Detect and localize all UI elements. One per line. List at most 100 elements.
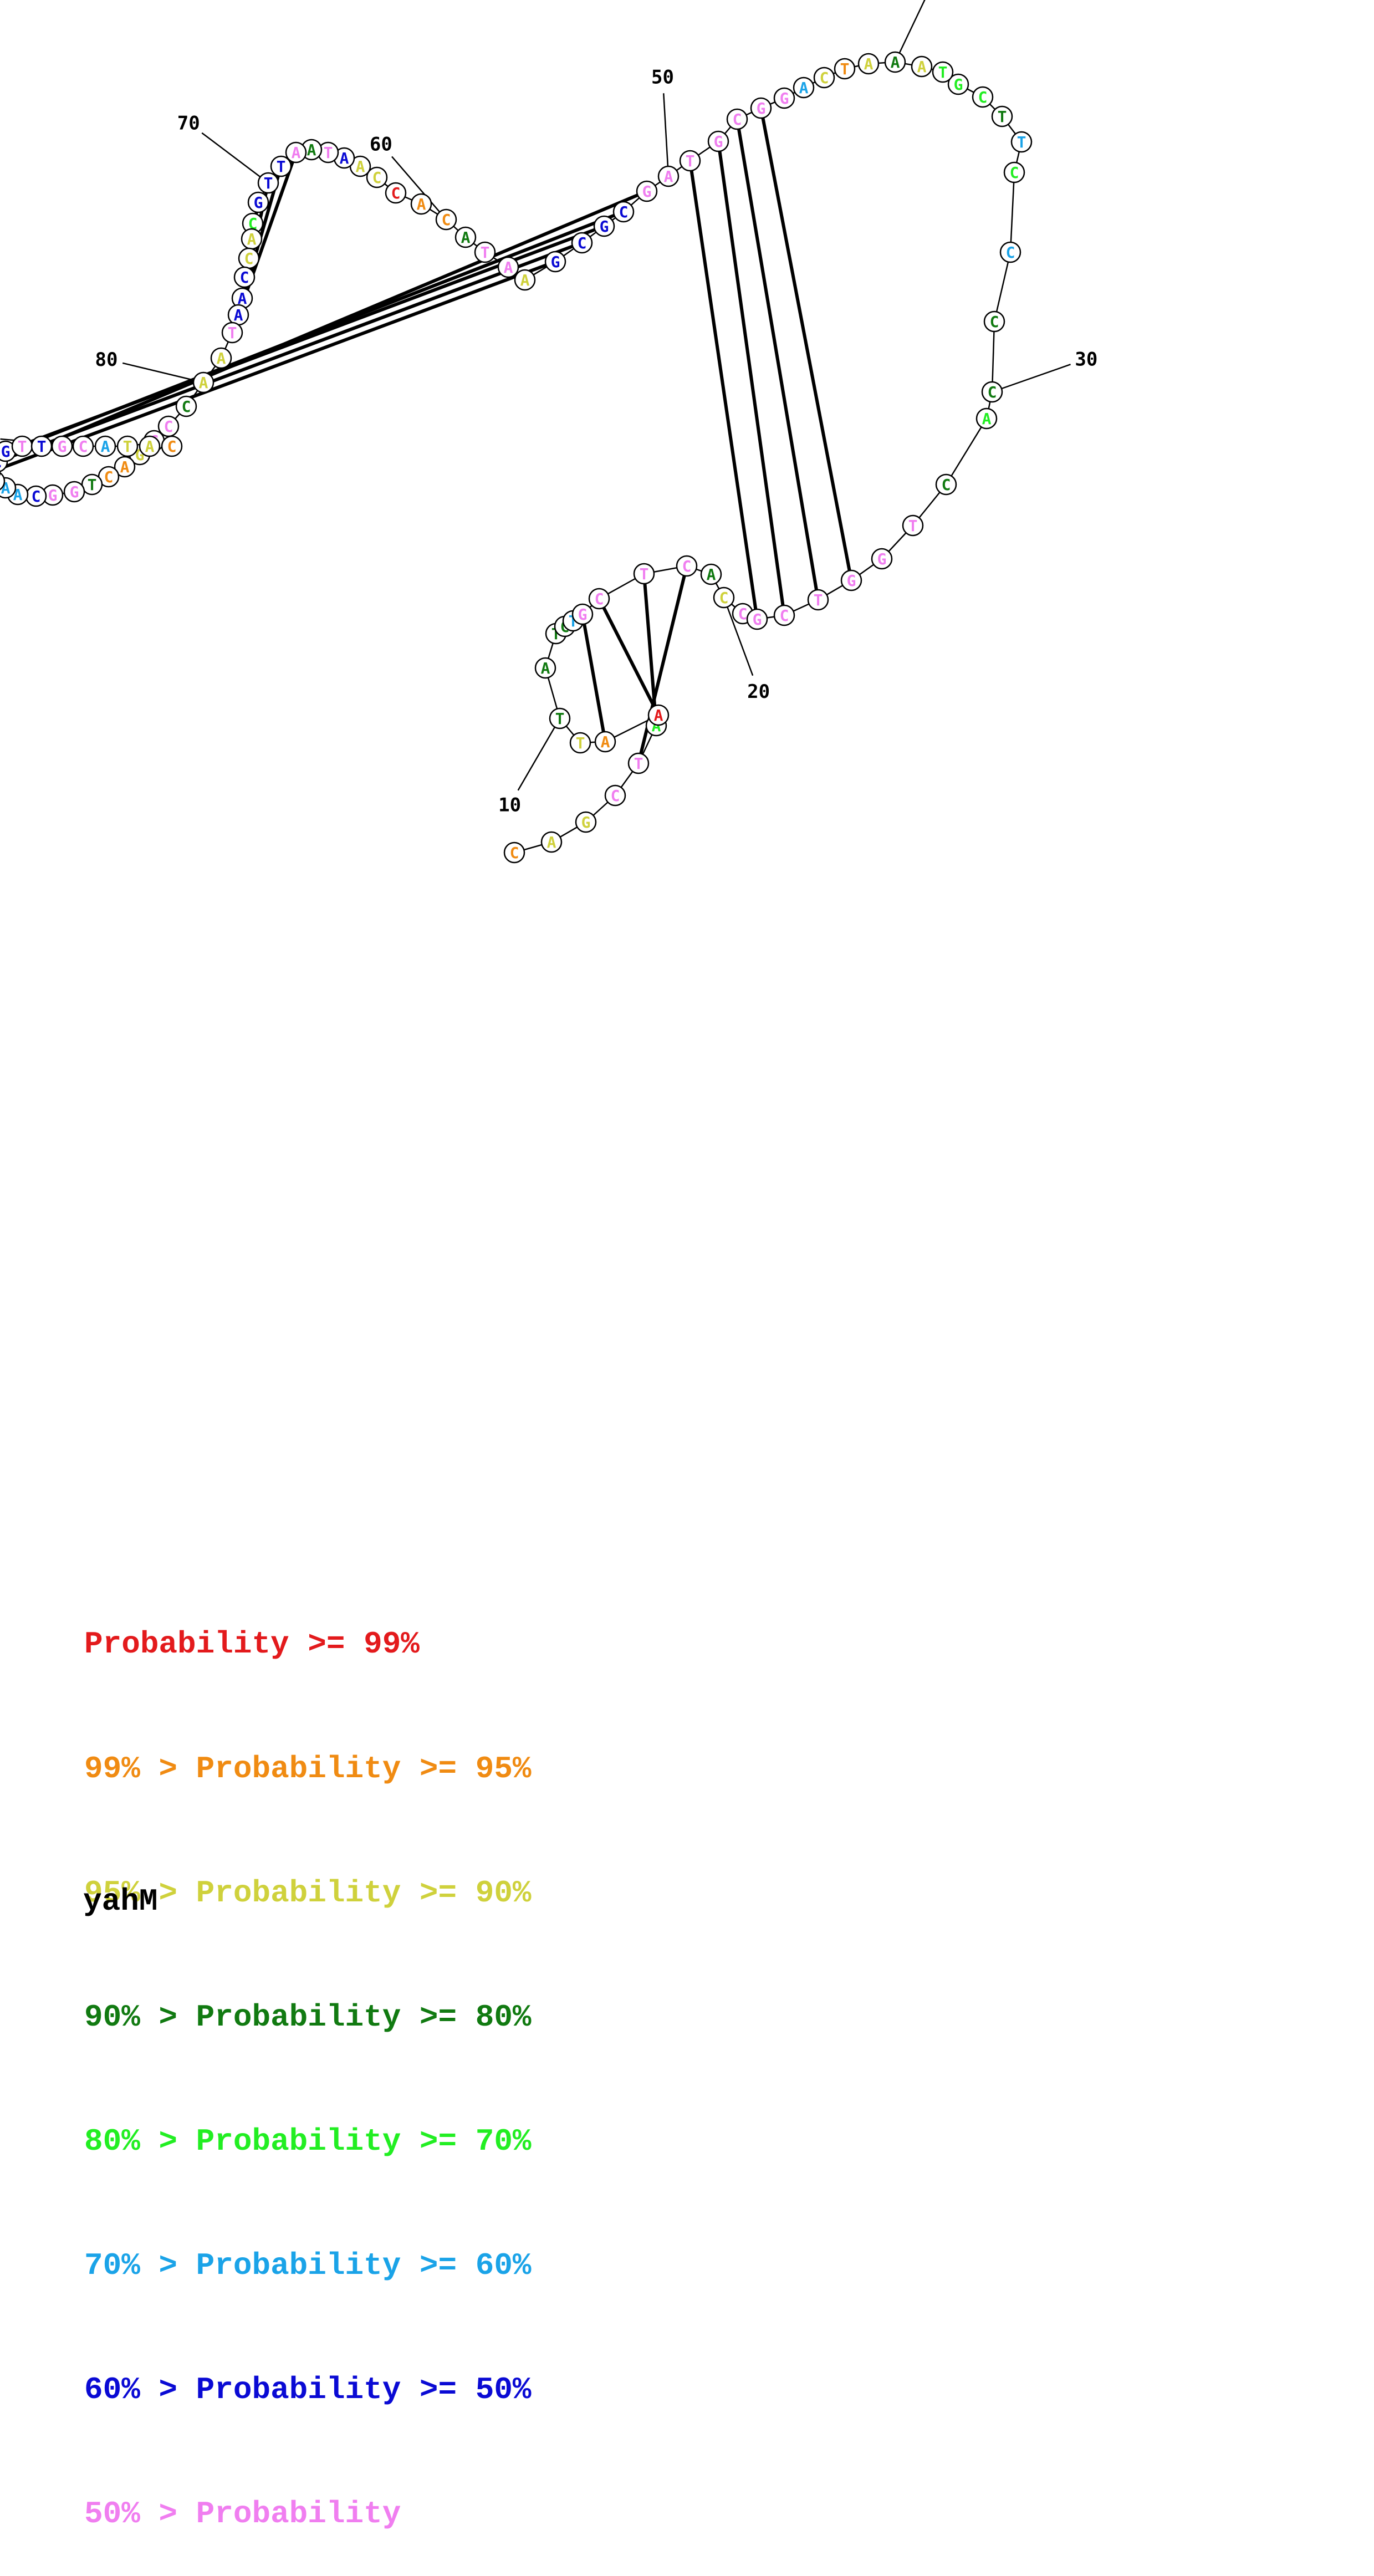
nucleotide-base: A bbox=[101, 437, 110, 456]
nucleotide: T bbox=[633, 563, 655, 585]
probability-legend: Probability >= 99% 99% > Probability >= … bbox=[84, 1541, 532, 2576]
nucleotide-circle bbox=[94, 435, 116, 457]
nucleotide: C bbox=[233, 266, 256, 288]
nucleotide-base: A bbox=[238, 289, 247, 308]
nucleotide-circle bbox=[534, 657, 556, 679]
backbone-segment bbox=[1009, 172, 1015, 253]
nucleotide-circle bbox=[210, 347, 232, 369]
position-tick bbox=[122, 362, 204, 384]
nucleotide-base: T bbox=[481, 243, 490, 262]
position-tick bbox=[517, 718, 561, 791]
nucleotide-circle bbox=[270, 155, 292, 177]
nucleotide-base: T bbox=[324, 144, 333, 162]
legend-row: 50% > Probability bbox=[84, 2493, 532, 2535]
nucleotide-circle bbox=[257, 172, 279, 194]
nucleotide: A bbox=[285, 141, 307, 164]
nucleotide: G bbox=[544, 251, 566, 273]
nucleotide: C bbox=[1003, 161, 1025, 183]
nucleotide-base: G bbox=[1, 442, 11, 461]
legend-prefix: 95% > bbox=[84, 1875, 196, 1911]
nucleotide: C bbox=[813, 67, 835, 89]
nucleotide-circle bbox=[139, 435, 161, 457]
base-pair-bond bbox=[688, 160, 759, 620]
position-tick bbox=[663, 93, 670, 177]
position-label: 10 bbox=[498, 794, 521, 817]
nucleotide: A bbox=[410, 193, 432, 215]
nucleotide-base: G bbox=[600, 217, 609, 236]
nucleotide: C bbox=[72, 435, 94, 457]
nucleotide: A bbox=[700, 563, 722, 585]
nucleotide: T bbox=[474, 241, 496, 263]
nucleotide-base: C bbox=[391, 184, 401, 202]
nucleotide: G bbox=[746, 608, 768, 630]
nucleotide: C bbox=[588, 588, 610, 610]
nucleotide-base: G bbox=[48, 486, 58, 504]
nucleotide-circle bbox=[972, 86, 994, 108]
nucleotide-base: C bbox=[611, 787, 620, 805]
nucleotide-base: A bbox=[504, 258, 513, 277]
nucleotide: A bbox=[114, 456, 136, 478]
nucleotide-base: T bbox=[555, 710, 565, 728]
position-tick bbox=[723, 597, 754, 676]
nucleotide: C bbox=[435, 208, 457, 231]
nucleotide-circle bbox=[593, 215, 615, 237]
nucleotide: C bbox=[972, 86, 994, 108]
nucleotide: A bbox=[975, 407, 998, 430]
nucleotide-base: T bbox=[18, 437, 27, 456]
nucleotide-base: C bbox=[0, 453, 2, 471]
nucleotide-base: A bbox=[982, 410, 992, 428]
position-tick bbox=[391, 156, 447, 220]
position-tick bbox=[992, 364, 1071, 393]
nucleotide-base: A bbox=[654, 706, 663, 725]
nucleotide: T bbox=[116, 435, 139, 457]
nucleotide-base: T bbox=[686, 152, 695, 170]
legend-text: Probability >= 70% bbox=[196, 2123, 532, 2159]
nucleotide: A bbox=[210, 347, 232, 369]
nucleotide-circle bbox=[474, 241, 496, 263]
base-pair-bond bbox=[717, 141, 786, 616]
nucleotide: A bbox=[793, 76, 815, 99]
nucleotide-base: T bbox=[264, 174, 273, 192]
nucleotide-base: G bbox=[753, 610, 762, 629]
nucleotide: T bbox=[932, 61, 954, 83]
backbone-segment bbox=[993, 252, 1012, 322]
nucleotide-circle bbox=[497, 256, 519, 278]
legend-prefix: 90% > bbox=[84, 1999, 196, 2035]
nucleotide-circle bbox=[454, 226, 477, 248]
nucleotide-circle bbox=[911, 55, 933, 78]
nucleotide-circle bbox=[366, 166, 388, 188]
nucleotide: C bbox=[676, 555, 698, 577]
nucleotide-base: C bbox=[990, 313, 999, 331]
nucleotide-base: G bbox=[254, 193, 263, 212]
legend-prefix: 50% > bbox=[84, 2496, 196, 2532]
nucleotide: G bbox=[247, 191, 269, 213]
nucleotide-base: C bbox=[372, 169, 382, 187]
nucleotide-circle bbox=[569, 732, 591, 754]
nucleotide: T bbox=[30, 435, 53, 457]
nucleotide-base: A bbox=[601, 733, 610, 751]
legend-row: 95% > Probability >= 90% bbox=[84, 1873, 532, 1914]
nucleotide-base: A bbox=[541, 659, 550, 677]
nucleotide-circle bbox=[793, 76, 815, 99]
nucleotide: C bbox=[999, 241, 1021, 263]
nucleotide: G bbox=[947, 73, 969, 95]
position-label: 100 bbox=[0, 427, 1, 449]
position-label: 70 bbox=[177, 113, 200, 135]
nucleotide: T bbox=[807, 589, 829, 611]
position-label: 60 bbox=[370, 134, 392, 156]
backbone-segment bbox=[991, 321, 995, 392]
nucleotide: G bbox=[636, 180, 658, 202]
nucleotide-circle bbox=[857, 53, 880, 75]
nucleotide: A bbox=[231, 287, 253, 309]
nucleotide: C bbox=[175, 395, 197, 417]
nucleotide-circle bbox=[947, 73, 969, 95]
nucleotide: C bbox=[983, 310, 1005, 333]
nucleotides: CAGCTAAATTATCTGCTCACCGCTGGTCACCCCTTCGTAA… bbox=[0, 51, 1033, 864]
nucleotide-base: A bbox=[707, 565, 716, 584]
nucleotide-circle bbox=[647, 704, 670, 726]
nucleotide-base: G bbox=[780, 89, 789, 108]
nucleotide-circle bbox=[633, 563, 655, 585]
nucleotide: G bbox=[63, 481, 85, 503]
nucleotide: C bbox=[612, 201, 635, 223]
nucleotide: A bbox=[514, 269, 536, 291]
